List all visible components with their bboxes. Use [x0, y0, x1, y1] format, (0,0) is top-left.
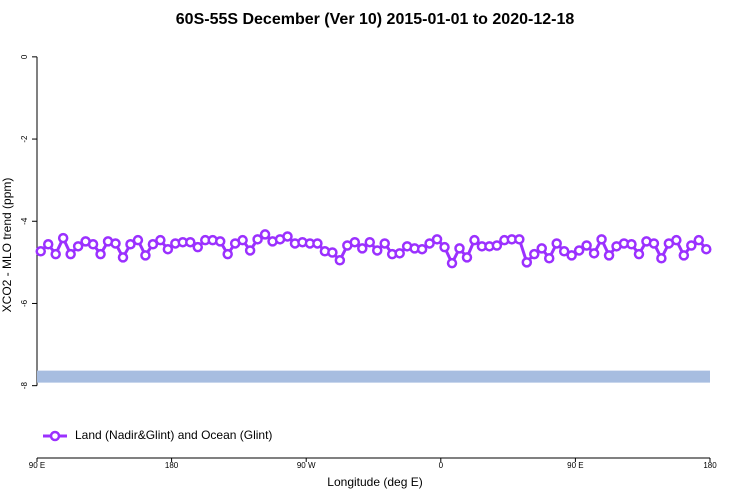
data-point: [87, 239, 99, 250]
y-tick-label: -6: [20, 299, 29, 307]
y-tick-label: -4: [20, 217, 29, 225]
data-point: [648, 238, 660, 249]
data-point: [543, 252, 555, 264]
data-point: [42, 239, 54, 250]
data-point: [588, 248, 600, 259]
data-point: [491, 240, 503, 251]
data-point: [469, 234, 480, 246]
data-point: [439, 241, 450, 253]
data-point: [446, 257, 458, 269]
data-point: [379, 238, 390, 249]
data-point: [110, 238, 121, 249]
data-point: [371, 245, 383, 256]
data-point: [252, 234, 263, 245]
x-tick-label: 90 W: [297, 461, 316, 470]
data-point: [244, 245, 256, 256]
data-point: [431, 234, 443, 245]
data-point: [35, 246, 46, 257]
data-point: [117, 252, 129, 263]
data-point: [394, 248, 405, 259]
data-point: [259, 229, 271, 240]
data-point: [514, 234, 525, 245]
data-point: [701, 243, 712, 255]
x-axis-label: Longitude (deg E): [327, 475, 422, 489]
data-point: [192, 241, 204, 253]
data-point: [185, 236, 196, 248]
x-tick-label: 0: [439, 461, 444, 470]
data-point: [686, 240, 697, 251]
data-point: [633, 248, 645, 260]
y-axis-label: XCO2 - MLO trend (ppm): [0, 178, 14, 313]
data-point: [558, 246, 570, 257]
data-point: [349, 236, 361, 248]
data-point: [671, 234, 682, 246]
data-point: [693, 234, 705, 246]
data-point: [147, 239, 159, 250]
data-point: [656, 252, 667, 264]
data-point: [416, 243, 428, 255]
data-point: [57, 232, 69, 244]
data-point: [50, 248, 61, 260]
chart-title: 60S-55S December (Ver 10) 2015-01-01 to …: [176, 11, 575, 28]
legend-label: Land (Nadir&Glint) and Ocean (Glint): [75, 428, 272, 442]
data-point: [237, 234, 248, 246]
data-point: [95, 248, 106, 260]
data-point: [140, 250, 151, 261]
data-point: [566, 250, 577, 261]
x-tick-label: 90 E: [567, 461, 583, 470]
data-point: [282, 231, 293, 242]
data-point: [65, 248, 76, 260]
data-point: [454, 243, 465, 254]
data-point: [529, 248, 540, 260]
x-tick-label: 180: [165, 461, 179, 470]
data-point: [155, 234, 166, 246]
data-point: [551, 238, 562, 249]
data-point: [678, 250, 690, 261]
data-point: [573, 245, 585, 256]
y-tick-label: -2: [20, 135, 29, 143]
data-point: [461, 252, 473, 263]
y-tick-label: 0: [20, 54, 29, 59]
y-tick-label: -8: [20, 382, 29, 390]
data-point: [357, 243, 368, 254]
data-point: [603, 250, 615, 261]
data-point: [222, 248, 233, 260]
data-point: [327, 247, 338, 258]
data-point: [214, 236, 226, 247]
data-point: [125, 239, 136, 250]
x-tick-label: 180: [703, 461, 717, 470]
data-point: [132, 234, 144, 246]
data-point: [162, 243, 174, 255]
x-tick-label: 90 E: [29, 461, 45, 470]
data-point: [364, 236, 376, 248]
data-point: [424, 238, 435, 249]
data-point: [521, 257, 533, 268]
legend-marker: [49, 430, 61, 442]
data-point: [312, 238, 323, 249]
data-point: [581, 240, 592, 251]
data-point: [72, 241, 84, 252]
data-point: [536, 243, 547, 254]
data-point: [626, 239, 637, 250]
data-point: [334, 255, 346, 266]
data-point: [596, 234, 607, 245]
